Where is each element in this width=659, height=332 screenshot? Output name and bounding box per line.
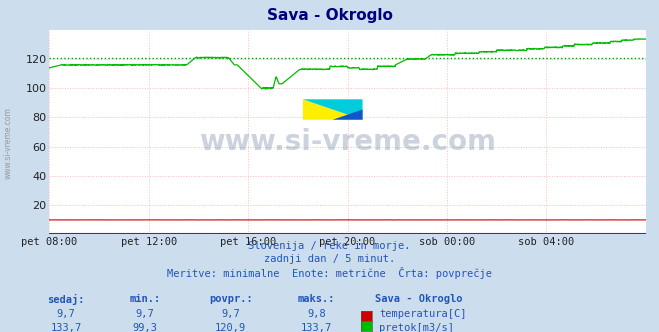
Text: povpr.:: povpr.:	[209, 294, 252, 304]
Text: 9,8: 9,8	[307, 309, 326, 319]
Text: www.si-vreme.com: www.si-vreme.com	[199, 128, 496, 156]
Text: 9,7: 9,7	[136, 309, 154, 319]
Text: Meritve: minimalne  Enote: metrične  Črta: povprečje: Meritve: minimalne Enote: metrične Črta:…	[167, 267, 492, 279]
Text: pretok[m3/s]: pretok[m3/s]	[379, 323, 454, 332]
Polygon shape	[303, 99, 362, 120]
Text: www.si-vreme.com: www.si-vreme.com	[4, 107, 13, 179]
Text: maks.:: maks.:	[298, 294, 335, 304]
Text: Sava - Okroglo: Sava - Okroglo	[375, 294, 462, 304]
Text: 99,3: 99,3	[132, 323, 158, 332]
Text: 9,7: 9,7	[221, 309, 240, 319]
Text: 133,7: 133,7	[301, 323, 332, 332]
Text: temperatura[C]: temperatura[C]	[379, 309, 467, 319]
Text: 133,7: 133,7	[50, 323, 82, 332]
Polygon shape	[333, 110, 362, 120]
Text: sedaj:: sedaj:	[47, 294, 84, 305]
Polygon shape	[303, 99, 362, 120]
Text: Slovenija / reke in morje.: Slovenija / reke in morje.	[248, 241, 411, 251]
Text: min.:: min.:	[129, 294, 161, 304]
Text: Sava - Okroglo: Sava - Okroglo	[266, 8, 393, 23]
Text: 9,7: 9,7	[57, 309, 75, 319]
Text: 120,9: 120,9	[215, 323, 246, 332]
Text: zadnji dan / 5 minut.: zadnji dan / 5 minut.	[264, 254, 395, 264]
